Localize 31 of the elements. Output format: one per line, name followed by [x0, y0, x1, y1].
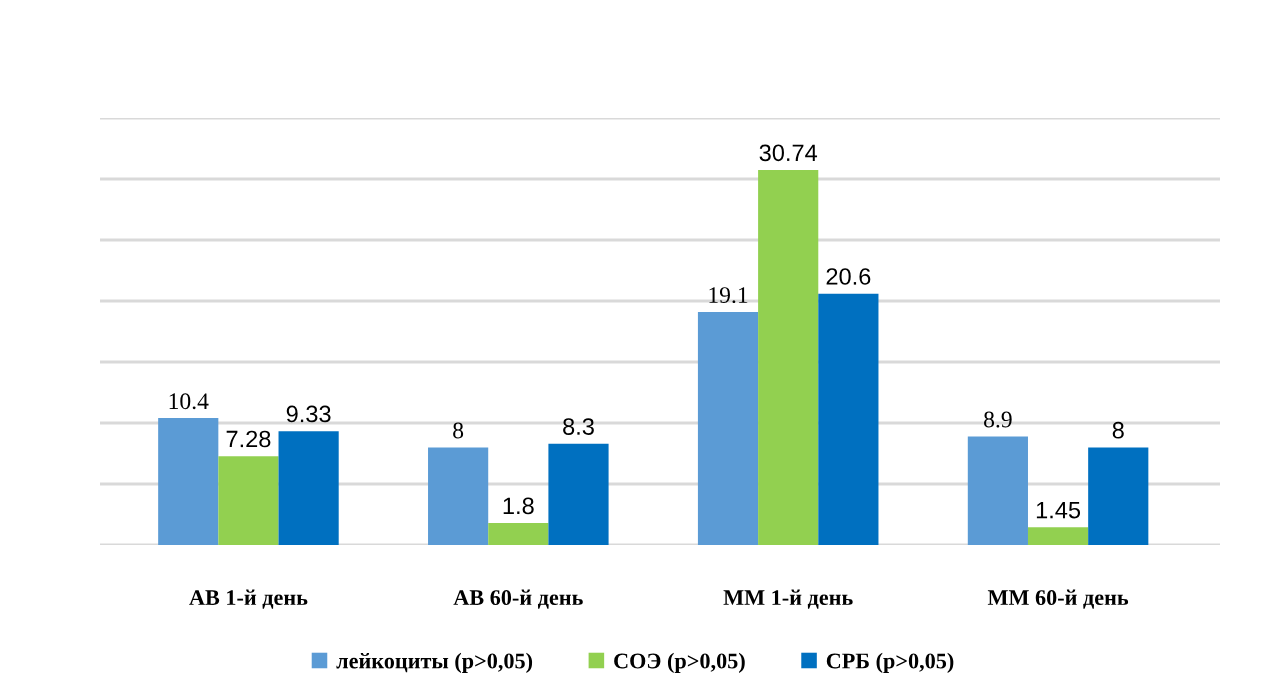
data-label: 10.4 [169, 393, 209, 410]
data-label: 1.45 [1036, 502, 1081, 519]
bar [278, 431, 339, 545]
data-label: 7.28 [226, 430, 271, 448]
legend-label: СОЭ (p>0,05) [614, 652, 745, 673]
bar [488, 523, 549, 545]
data-label: 19.1 [709, 287, 748, 304]
bar [1088, 447, 1149, 545]
data-label: 9.33 [286, 405, 331, 423]
bar [548, 443, 609, 545]
legend-label: СРБ (p>0,05) [826, 652, 954, 673]
bar [218, 456, 279, 545]
bar [967, 436, 1028, 545]
bar [818, 293, 879, 545]
bar [428, 447, 489, 545]
data-label: 20.6 [826, 268, 871, 285]
bar [158, 418, 219, 545]
x-tick-label: АВ 60-й день [453, 589, 583, 609]
x-tick-label: ММ 60-й день [987, 589, 1129, 609]
data-label: 30.74 [759, 144, 818, 162]
data-label: 8 [453, 422, 464, 439]
legend-label: лейкоциты (p>0,05) [336, 652, 533, 673]
x-tick-label: ММ 1-й день [723, 589, 853, 609]
data-label: 1.8 [503, 497, 534, 515]
bar [697, 311, 759, 545]
data-label: 8 [1112, 421, 1124, 439]
x-tick-label: АВ 1-й день [189, 589, 308, 609]
data-label: 8.9 [984, 411, 1012, 428]
bar [1027, 527, 1089, 545]
data-label: 8.3 [563, 418, 594, 435]
bar [758, 169, 819, 545]
